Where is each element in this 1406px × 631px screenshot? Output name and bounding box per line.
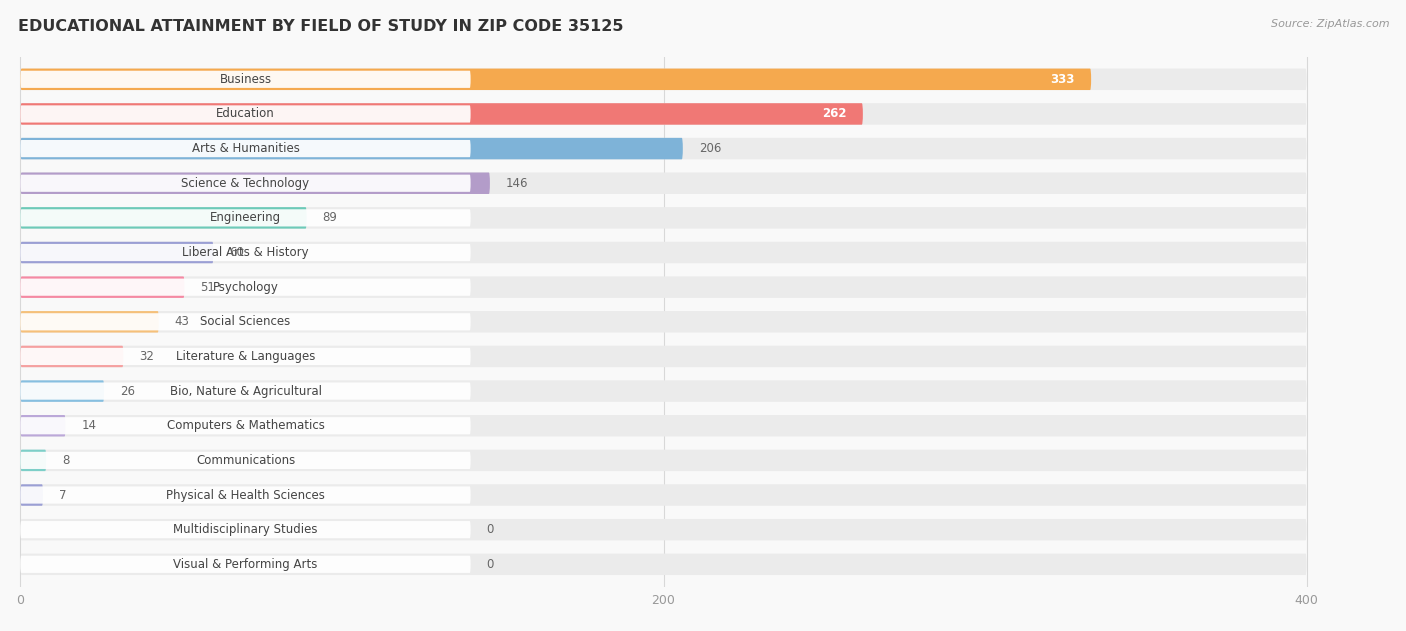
FancyBboxPatch shape <box>21 313 471 331</box>
FancyBboxPatch shape <box>21 276 1306 298</box>
FancyBboxPatch shape <box>21 172 1306 194</box>
FancyBboxPatch shape <box>21 71 471 88</box>
FancyBboxPatch shape <box>21 553 1306 575</box>
Text: Psychology: Psychology <box>212 281 278 293</box>
FancyBboxPatch shape <box>21 103 863 125</box>
Text: 32: 32 <box>139 350 155 363</box>
FancyBboxPatch shape <box>21 244 471 261</box>
FancyBboxPatch shape <box>21 175 471 192</box>
FancyBboxPatch shape <box>21 276 184 298</box>
FancyBboxPatch shape <box>21 519 1306 540</box>
Text: Social Sciences: Social Sciences <box>201 316 291 328</box>
Text: Communications: Communications <box>195 454 295 467</box>
Text: 89: 89 <box>323 211 337 225</box>
FancyBboxPatch shape <box>21 380 104 402</box>
Text: 206: 206 <box>699 142 721 155</box>
Text: 51: 51 <box>201 281 215 293</box>
FancyBboxPatch shape <box>21 415 66 437</box>
Text: 0: 0 <box>486 558 494 571</box>
Text: 333: 333 <box>1050 73 1076 86</box>
Text: 0: 0 <box>486 523 494 536</box>
FancyBboxPatch shape <box>21 278 471 296</box>
FancyBboxPatch shape <box>21 311 1306 333</box>
Text: Arts & Humanities: Arts & Humanities <box>191 142 299 155</box>
FancyBboxPatch shape <box>21 105 471 122</box>
FancyBboxPatch shape <box>21 452 471 469</box>
Text: Multidisciplinary Studies: Multidisciplinary Studies <box>173 523 318 536</box>
Text: 60: 60 <box>229 246 245 259</box>
FancyBboxPatch shape <box>21 242 1306 263</box>
FancyBboxPatch shape <box>21 103 1306 125</box>
FancyBboxPatch shape <box>21 209 471 227</box>
FancyBboxPatch shape <box>21 450 46 471</box>
Text: Engineering: Engineering <box>209 211 281 225</box>
FancyBboxPatch shape <box>21 242 214 263</box>
Text: 262: 262 <box>823 107 846 121</box>
Text: Bio, Nature & Agricultural: Bio, Nature & Agricultural <box>170 385 322 398</box>
Text: Computers & Mathematics: Computers & Mathematics <box>167 419 325 432</box>
Text: 43: 43 <box>174 316 190 328</box>
FancyBboxPatch shape <box>21 140 471 157</box>
FancyBboxPatch shape <box>21 346 1306 367</box>
Text: 146: 146 <box>506 177 529 190</box>
Text: Source: ZipAtlas.com: Source: ZipAtlas.com <box>1271 19 1389 29</box>
FancyBboxPatch shape <box>21 207 1306 228</box>
Text: 8: 8 <box>62 454 70 467</box>
Text: Science & Technology: Science & Technology <box>181 177 309 190</box>
FancyBboxPatch shape <box>21 380 1306 402</box>
FancyBboxPatch shape <box>21 69 1306 90</box>
Text: Business: Business <box>219 73 271 86</box>
FancyBboxPatch shape <box>21 346 124 367</box>
Text: Education: Education <box>217 107 276 121</box>
Text: Liberal Arts & History: Liberal Arts & History <box>183 246 309 259</box>
Text: Visual & Performing Arts: Visual & Performing Arts <box>173 558 318 571</box>
FancyBboxPatch shape <box>21 417 471 434</box>
FancyBboxPatch shape <box>21 556 471 573</box>
Text: Physical & Health Sciences: Physical & Health Sciences <box>166 488 325 502</box>
Text: 7: 7 <box>59 488 66 502</box>
Text: 14: 14 <box>82 419 97 432</box>
Text: EDUCATIONAL ATTAINMENT BY FIELD OF STUDY IN ZIP CODE 35125: EDUCATIONAL ATTAINMENT BY FIELD OF STUDY… <box>18 19 624 34</box>
FancyBboxPatch shape <box>21 415 1306 437</box>
FancyBboxPatch shape <box>21 69 1091 90</box>
FancyBboxPatch shape <box>21 138 1306 160</box>
FancyBboxPatch shape <box>21 138 683 160</box>
FancyBboxPatch shape <box>21 382 471 399</box>
FancyBboxPatch shape <box>21 311 159 333</box>
FancyBboxPatch shape <box>21 348 471 365</box>
Text: 26: 26 <box>120 385 135 398</box>
FancyBboxPatch shape <box>21 521 471 538</box>
FancyBboxPatch shape <box>21 450 1306 471</box>
FancyBboxPatch shape <box>21 487 471 504</box>
FancyBboxPatch shape <box>21 484 44 506</box>
FancyBboxPatch shape <box>21 207 307 228</box>
FancyBboxPatch shape <box>21 484 1306 506</box>
Text: Literature & Languages: Literature & Languages <box>176 350 315 363</box>
FancyBboxPatch shape <box>21 172 489 194</box>
